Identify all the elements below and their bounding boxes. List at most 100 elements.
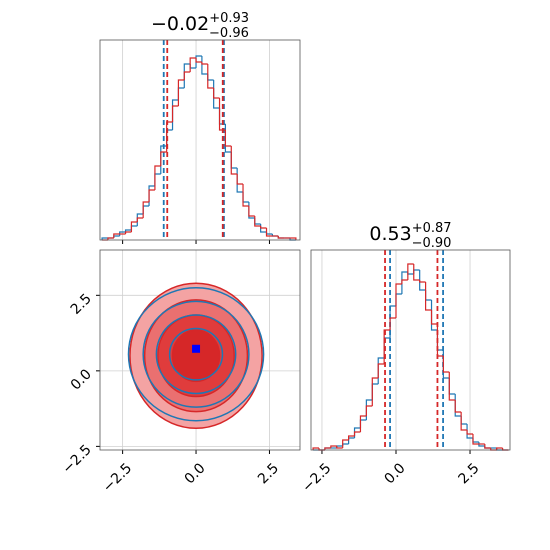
- histogram-step: [101, 237, 108, 240]
- histogram-step: [260, 226, 267, 229]
- histogram-step: [472, 434, 479, 445]
- histogram-step: [466, 430, 473, 435]
- histogram-step: [207, 64, 214, 89]
- truth-marker: [192, 344, 201, 353]
- histogram-step: [336, 446, 343, 449]
- histogram-step: [359, 419, 367, 428]
- histogram-step: [242, 184, 249, 207]
- histogram-step: [290, 237, 297, 240]
- panel: −0.02+0.93 −0.96: [99, 11, 301, 244]
- axes-frame: [310, 249, 511, 451]
- axes-frame: [99, 39, 301, 241]
- histogram-step: [189, 57, 197, 72]
- histogram-step: [213, 80, 220, 109]
- histogram-step: [460, 416, 468, 425]
- histogram-step: [353, 427, 361, 438]
- title-lower: −0.90: [412, 236, 452, 251]
- histogram-step: [342, 439, 349, 448]
- y-tick-label: −2.5: [59, 442, 94, 477]
- histogram-step: [454, 394, 462, 417]
- histogram-step: [460, 412, 468, 431]
- x-tick-label: −2.5: [299, 460, 334, 495]
- histogram-step: [448, 372, 456, 401]
- histogram-step: [177, 87, 185, 100]
- histogram-step: [496, 447, 503, 450]
- histogram-step: [442, 356, 450, 373]
- histogram-step: [160, 151, 167, 166]
- histogram-step: [230, 146, 238, 175]
- histogram-step: [407, 263, 414, 280]
- x-tick-label: 0.0: [182, 460, 209, 487]
- histogram-step: [419, 270, 426, 291]
- histogram-step: [183, 63, 191, 88]
- histogram-step: [330, 445, 337, 448]
- histogram-step: [342, 443, 349, 446]
- histogram-step: [442, 350, 450, 379]
- histogram-step: [148, 189, 155, 202]
- histogram-step: [224, 124, 232, 153]
- histogram-step: [136, 213, 144, 226]
- contour: [171, 329, 221, 383]
- histogram-step: [154, 165, 161, 190]
- histogram-step: [254, 218, 261, 225]
- histogram-step: [119, 231, 126, 236]
- histogram-step: [242, 192, 249, 203]
- title-value: −0.02: [151, 13, 209, 35]
- histogram-step: [224, 130, 232, 147]
- histogram-step: [113, 233, 120, 238]
- x-tick-label: −2.5: [100, 460, 135, 495]
- histogram-step: [142, 205, 150, 214]
- histogram-step: [130, 221, 138, 232]
- histogram-step: [136, 217, 144, 222]
- histogram-step: [365, 399, 373, 420]
- y-tick-label: 0.0: [68, 366, 95, 393]
- histogram-step: [195, 58, 202, 63]
- panel-title: −0.02+0.93 −0.96: [151, 11, 249, 41]
- histogram-step: [201, 56, 208, 75]
- contour: [127, 287, 265, 422]
- histogram-step: [401, 279, 408, 284]
- histogram-step: [195, 55, 202, 68]
- histogram-step: [113, 235, 120, 238]
- histogram-step: [230, 152, 238, 169]
- title-upper: +0.93: [209, 11, 249, 26]
- histogram-step: [359, 415, 367, 432]
- histogram-step: [254, 216, 261, 227]
- histogram-step: [407, 272, 414, 275]
- histogram-step: [236, 168, 244, 193]
- y-tick-label: 2.5: [68, 291, 95, 318]
- histogram-step: [124, 231, 132, 234]
- x-tick-label: 2.5: [255, 460, 282, 487]
- axes-frame: [99, 249, 301, 451]
- histogram-step: [353, 431, 361, 436]
- histogram-step: [124, 229, 132, 232]
- histogram-step: [377, 363, 385, 378]
- histogram-step: [189, 64, 197, 69]
- histogram-step: [478, 442, 485, 447]
- histogram-step: [395, 283, 402, 318]
- histogram-step: [130, 225, 138, 230]
- histogram-step: [154, 173, 161, 186]
- histogram-step: [348, 437, 355, 444]
- contour: [155, 314, 237, 395]
- histogram-step: [401, 271, 408, 294]
- x-tick-label: 0.0: [382, 460, 409, 487]
- histogram-step: [148, 185, 155, 206]
- x-tick-label: 2.5: [456, 460, 483, 487]
- histogram-step: [171, 99, 179, 130]
- histogram-step: [430, 310, 438, 325]
- contour: [142, 300, 250, 408]
- histogram-step: [171, 105, 179, 122]
- title-value: 0.53: [369, 223, 411, 245]
- histogram-step: [207, 74, 214, 81]
- panel: −2.5 0.0 2.5 0.53+0.87 −0.90: [299, 221, 511, 496]
- histogram-step: [389, 317, 396, 330]
- histogram-step: [371, 383, 379, 400]
- histogram-step: [177, 79, 185, 106]
- histogram-step: [425, 290, 432, 301]
- histogram-step: [377, 357, 385, 384]
- histogram-step: [365, 405, 373, 416]
- histogram-step: [312, 447, 319, 450]
- histogram-step: [265, 228, 273, 237]
